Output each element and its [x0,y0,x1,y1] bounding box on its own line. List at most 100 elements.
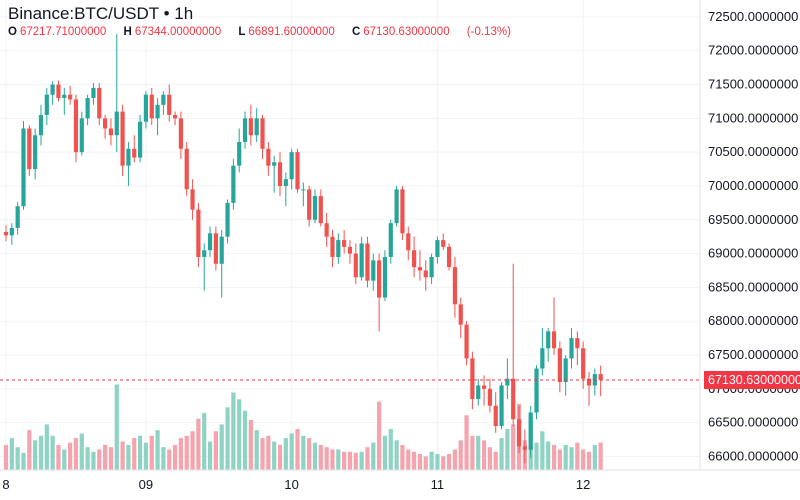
candle-body [114,111,119,136]
y-tick-label: 66500.0000000 [708,415,798,430]
volume-bar [91,451,96,470]
volume-bar [242,410,248,470]
price-axis[interactable]: 72500.0000000 72000.0000000 71500.0000000 7… [708,9,798,464]
volume-bar [377,401,382,470]
candle-body [342,240,347,247]
low-value: 66891.60000000 [248,26,335,38]
volume-bar [207,441,213,470]
low-key: L [238,26,246,38]
volume-bar [27,430,32,470]
volume-bar [120,441,125,470]
volume-bar [586,451,592,470]
candle-body [237,142,242,166]
volume-bar [551,444,557,470]
time-axis[interactable]: 8 09 10 11 12 [2,477,590,492]
volume-bar [137,435,143,470]
x-tick-label: 8 [2,477,9,492]
candle-body [143,94,149,122]
candle-body [103,118,108,129]
candle-body [50,84,55,95]
candle-body [190,189,195,210]
candle-body [586,378,592,386]
candle-body [161,94,166,105]
volume-bar [219,424,224,470]
volume-bar [446,454,452,470]
candle-body [318,196,323,224]
candle-body [382,256,388,298]
candle-body [359,243,364,278]
volume-bar [382,435,388,470]
volume-bar [476,435,481,470]
candle-body [15,206,20,228]
candle-body [446,246,452,268]
candle-body [213,233,218,264]
candle-body [476,385,481,399]
volume-bar [470,435,475,470]
volume-bar [546,441,551,470]
volume-bar [213,431,218,470]
candle-body [137,121,143,158]
candle-body [470,358,475,399]
candle-body [481,385,487,389]
volume-bar [161,447,166,470]
volume-bar [342,451,347,470]
volume-bar [487,447,492,470]
volume-bar [592,444,597,470]
candle-body [458,304,463,325]
candle-body [540,348,545,369]
candle-body [301,189,306,191]
x-tick-label: 11 [431,477,445,492]
candle-body [167,94,172,115]
volume-bar [155,430,160,470]
volume-bar [9,438,14,470]
volume-bar [62,449,67,470]
candle-body [569,338,574,359]
candle-body [511,378,516,420]
candle-body [126,148,131,166]
candle-body [435,240,440,257]
candle-body [62,94,67,99]
volume-bar [15,447,20,470]
candle-body [429,256,434,278]
volume-bar [289,433,294,470]
volume-bar [598,442,603,470]
candle-body [3,231,9,236]
volume-bar [283,438,288,470]
volume-bar [499,438,504,470]
volume-bar [108,447,114,470]
candle-body [97,87,102,119]
volume-bar [44,424,49,470]
volume-bar [307,438,312,470]
candle-body [598,374,603,381]
candle-body [272,162,277,166]
candle-body [394,189,399,224]
candle-body [155,104,160,119]
candle-body [21,128,26,207]
candle-body [33,135,38,170]
candle-body [132,148,137,158]
volume-bar [237,399,242,470]
y-tick-label: 67500.0000000 [708,347,798,362]
ohlc-values: O 67217.71000000 H 67344.00000000 L 66891.6… [8,26,525,38]
symbol-title[interactable]: Binance:BTC/USDT • 1h [8,4,194,23]
candles [3,33,603,464]
volume-bar [423,456,428,470]
volume-bar [441,456,446,470]
volume-bar [557,449,562,470]
y-tick-label: 71000.0000000 [708,110,798,125]
candle-body [108,128,114,136]
candle-body [38,114,44,136]
volume-bar [38,435,44,470]
volume-bar [79,433,84,470]
candle-body [242,118,248,143]
y-tick-label: 69500.0000000 [708,212,798,227]
volume-bars [3,384,603,470]
last-price-tag: 67130.63000000 [704,371,800,389]
volume-bar [394,440,399,470]
volume-bar [429,451,434,470]
candle-body [546,331,551,349]
volume-bar [330,449,335,470]
candle-body [254,118,259,136]
x-tick-label: 10 [284,477,298,492]
